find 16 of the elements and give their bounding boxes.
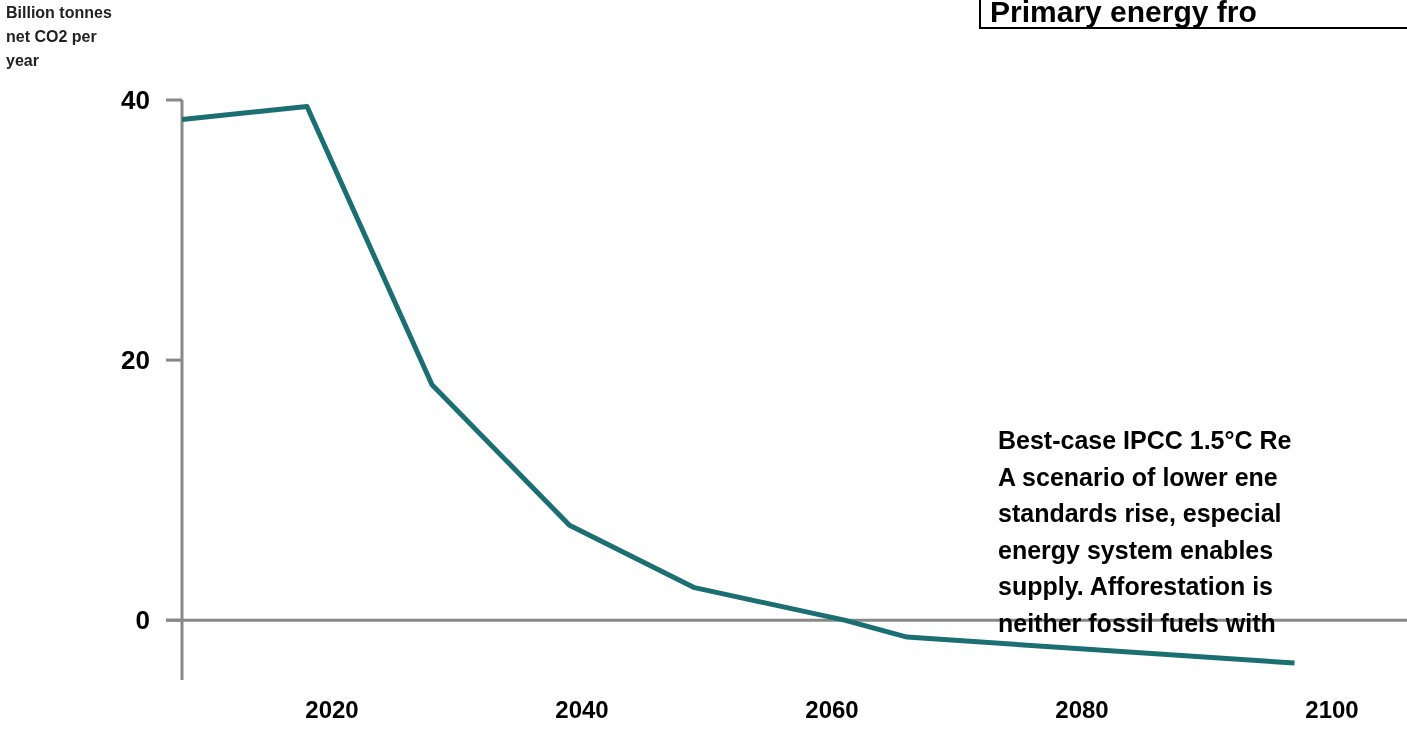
x-tick-label: 2060 [805,696,859,723]
annotation: supply. Afforestation is [998,572,1274,600]
annotation: neither fossil fuels with [998,608,1276,637]
annotation: Best-case IPCC 1.5°C Re [998,426,1292,454]
annotation: standards rise, especial [998,499,1282,527]
chart-title: Primary energy fro [990,0,1257,28]
x-tick-label: 2080 [1055,696,1109,723]
y-tick-label: 40 [121,85,150,116]
y-axis-title: Billion tonnes net CO2 per year [6,4,112,69]
x-tick-label: 2020 [305,696,359,723]
x-tick-label: 2100 [1305,696,1359,723]
annotation: energy system enables [998,535,1274,564]
y-tick-label: 0 [135,605,150,636]
annotation: A scenario of lower ene [998,462,1278,491]
y-tick-label: 20 [121,345,150,376]
x-tick-label: 2040 [555,696,609,723]
